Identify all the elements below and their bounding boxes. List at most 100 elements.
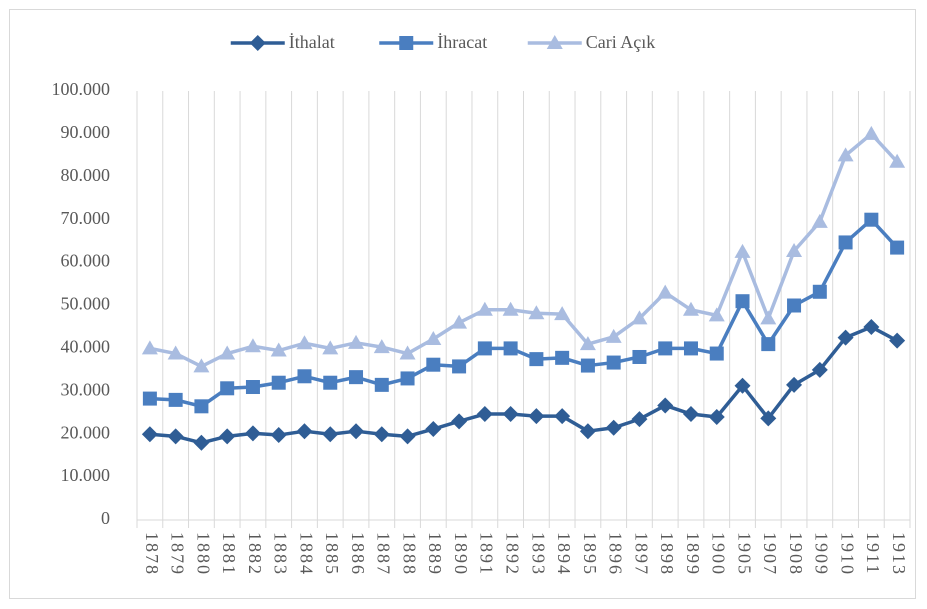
point-marker (297, 369, 312, 384)
x-tick-label: 1893 (528, 532, 548, 576)
point-marker (554, 408, 571, 425)
point-marker (296, 423, 313, 440)
chart-border (9, 9, 916, 599)
x-tick-label: 1910 (837, 532, 857, 576)
y-tick-label: 30.000 (61, 379, 111, 399)
y-tick-label: 90.000 (61, 122, 111, 142)
point-marker (141, 340, 158, 355)
point-marker (451, 314, 468, 329)
point-marker (167, 345, 184, 360)
point-marker (890, 240, 905, 255)
x-tick-label: 1878 (142, 532, 162, 576)
y-tick-label: 20.000 (61, 422, 111, 442)
point-marker (399, 428, 416, 445)
point-marker (528, 305, 545, 320)
point-marker (373, 426, 390, 443)
x-tick-label: 1898 (657, 532, 677, 576)
point-marker (219, 345, 236, 360)
point-marker (761, 337, 776, 352)
point-marker (270, 342, 287, 357)
point-marker (864, 212, 879, 227)
point-marker (683, 341, 698, 356)
y-tick-label: 80.000 (61, 165, 111, 185)
point-marker (220, 381, 235, 396)
x-tick-label: 1886 (348, 532, 368, 576)
x-tick-label: 1913 (889, 532, 909, 576)
y-tick-label: 10.000 (61, 465, 111, 485)
point-marker (580, 358, 595, 373)
point-marker (168, 392, 183, 407)
point-marker (323, 375, 338, 390)
x-tick-label: 1889 (425, 532, 445, 576)
point-marker (632, 349, 647, 364)
point-marker (348, 423, 365, 440)
point-marker (837, 329, 854, 346)
x-tick-label: 1897 (631, 532, 651, 576)
y-tick-label: 100.000 (52, 79, 111, 99)
point-marker (682, 301, 699, 316)
point-marker (631, 310, 648, 325)
point-marker (245, 380, 260, 395)
legend-label: İhracat (437, 32, 487, 52)
legend-item: Cari Açık (527, 32, 655, 52)
point-marker (682, 406, 699, 423)
point-marker (838, 235, 853, 250)
point-marker (193, 434, 210, 451)
point-marker (425, 421, 442, 438)
x-tick-label: 1892 (502, 532, 522, 576)
point-marker (426, 357, 441, 372)
point-marker (270, 427, 287, 444)
x-tick-label: 1900 (709, 532, 729, 576)
legend-item: İhracat (379, 32, 487, 52)
point-marker (142, 391, 157, 406)
y-tick-label: 40.000 (61, 337, 111, 357)
point-marker (476, 406, 493, 423)
point-marker (605, 328, 622, 343)
point-marker (735, 294, 750, 309)
point-marker (529, 352, 544, 367)
x-tick-label: 1895 (580, 532, 600, 576)
x-tick-label: 1883 (271, 532, 291, 576)
point-marker (708, 409, 725, 426)
point-marker (476, 301, 493, 316)
point-marker (889, 153, 906, 168)
series-line (149, 132, 899, 369)
x-tick-label: 1890 (451, 532, 471, 576)
point-marker (579, 336, 596, 351)
point-marker (244, 338, 261, 353)
point-marker (786, 376, 803, 393)
point-marker (374, 377, 389, 392)
point-marker (863, 125, 880, 140)
point-marker (787, 298, 802, 313)
x-tick-label: 1891 (477, 532, 497, 576)
x-tick-label: 1880 (193, 532, 213, 576)
point-marker (658, 341, 673, 356)
y-tick-label: 0 (101, 508, 110, 528)
x-tick-label: 1885 (322, 532, 342, 576)
point-marker (605, 419, 622, 436)
point-marker (322, 340, 339, 355)
point-marker (863, 318, 880, 335)
x-tick-label: 1888 (399, 532, 419, 576)
point-marker (194, 399, 209, 414)
legend-marker (546, 35, 563, 49)
point-marker (167, 428, 184, 445)
x-tick-label: 1909 (812, 532, 832, 576)
x-tick-label: 1907 (760, 532, 780, 576)
point-marker (528, 408, 545, 425)
x-tick-label: 1911 (863, 532, 883, 575)
point-marker (889, 332, 906, 349)
x-tick-label: 1887 (374, 532, 394, 576)
point-marker (760, 310, 777, 325)
point-marker (502, 406, 519, 423)
point-marker (811, 361, 828, 378)
point-marker (452, 359, 467, 374)
x-tick-label: 1894 (554, 532, 574, 576)
point-marker (425, 330, 442, 345)
point-marker (349, 370, 364, 385)
point-marker (631, 411, 648, 428)
x-tick-label: 1896 (606, 532, 626, 576)
y-tick-label: 50.000 (61, 294, 111, 314)
legend-marker (399, 36, 414, 50)
